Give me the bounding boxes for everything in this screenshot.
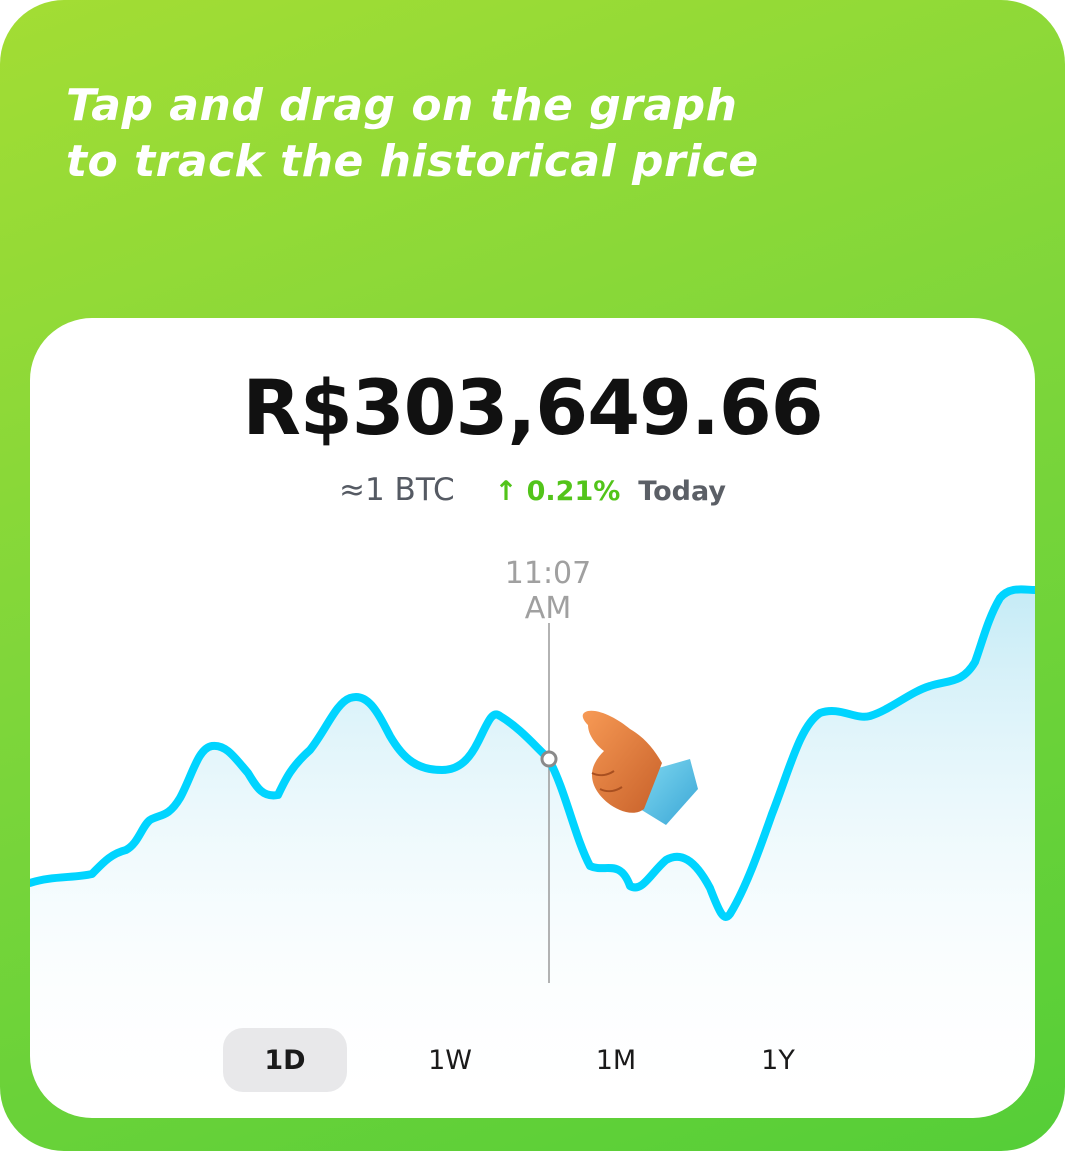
change-period: Today <box>638 476 726 507</box>
period-1d-button[interactable]: 1D <box>223 1028 347 1092</box>
price-details: ≈1 BTC ↑ 0.21% Today <box>30 472 1035 508</box>
price-chart[interactable] <box>30 318 1035 1118</box>
headline: Tap and drag on the graph to track the h… <box>66 78 966 190</box>
headline-line-1: Tap and drag on the graph <box>66 80 738 131</box>
price-value: R$303,649.66 <box>242 363 823 452</box>
price-change: ↑ 0.21% <box>494 476 621 507</box>
price-card: R$303,649.66 ≈1 BTC ↑ 0.21% Today 11:07 … <box>30 318 1035 1118</box>
crosshair-point[interactable] <box>540 750 558 768</box>
selected-time: 11:07 AM <box>504 556 592 626</box>
chart-area <box>30 589 1035 1118</box>
period-1m-button[interactable]: 1M <box>595 1044 637 1076</box>
price-line <box>30 585 1035 921</box>
headline-line-2: to track the historical price <box>66 136 759 187</box>
pointing-hand-icon <box>582 710 698 825</box>
period-1w-button[interactable]: 1W <box>428 1044 472 1076</box>
period-1y-button[interactable]: 1Y <box>761 1044 795 1076</box>
period-selector: 1D 1W 1M 1Y <box>30 1028 1035 1092</box>
btc-amount: ≈1 BTC <box>339 472 455 508</box>
